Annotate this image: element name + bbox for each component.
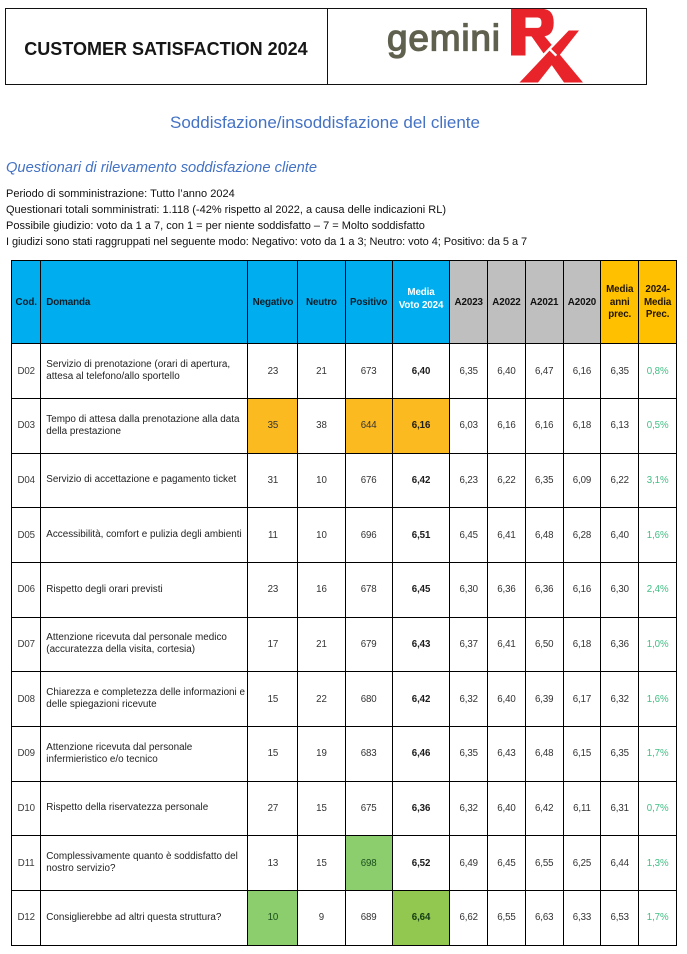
svg-text:gemini: gemini: [387, 18, 501, 59]
